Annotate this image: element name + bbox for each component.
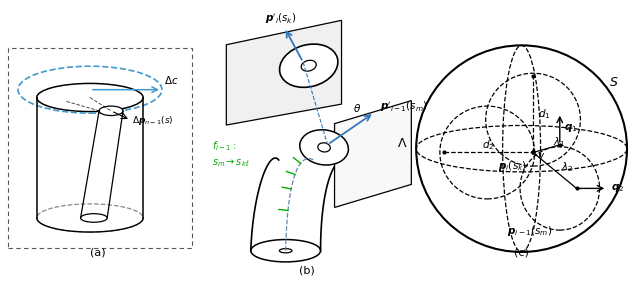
Text: $s_m \to s_{k\ell}$: $s_m \to s_{k\ell}$	[212, 158, 250, 169]
Ellipse shape	[280, 44, 338, 87]
Polygon shape	[227, 20, 342, 125]
Text: (c): (c)	[514, 248, 529, 258]
Text: (a): (a)	[90, 248, 106, 258]
Text: $S$: $S$	[609, 76, 619, 89]
Text: $\Delta c$: $\Delta c$	[164, 74, 179, 86]
Polygon shape	[335, 101, 412, 207]
Text: $\Delta \boldsymbol{p}_{n-1}(s)$: $\Delta \boldsymbol{p}_{n-1}(s)$	[132, 114, 174, 127]
Text: $\Lambda$: $\Lambda$	[397, 138, 408, 150]
Text: $\boldsymbol{q}_1$: $\boldsymbol{q}_1$	[564, 122, 578, 134]
Text: $\lambda_2$: $\lambda_2$	[561, 160, 573, 174]
Text: $d_1$: $d_1$	[538, 107, 551, 121]
Text: $\theta$: $\theta$	[353, 102, 362, 114]
Ellipse shape	[36, 84, 143, 112]
Text: $f_{i-1}:$: $f_{i-1}:$	[212, 140, 237, 153]
Text: $d_2$: $d_2$	[482, 138, 495, 152]
Text: $\boldsymbol{p}'_{i-1}(s_m)$: $\boldsymbol{p}'_{i-1}(s_m)$	[380, 99, 428, 114]
Ellipse shape	[99, 106, 123, 116]
Text: $\boldsymbol{q}_2$: $\boldsymbol{q}_2$	[611, 182, 625, 194]
Text: $v$: $v$	[537, 151, 545, 161]
Text: $\boldsymbol{p}_{i-1}(s_m)$: $\boldsymbol{p}_{i-1}(s_m)$	[506, 224, 552, 238]
Ellipse shape	[300, 130, 348, 165]
Ellipse shape	[301, 60, 316, 71]
Text: $\lambda_1$: $\lambda_1$	[552, 135, 565, 149]
Text: (b): (b)	[299, 266, 314, 276]
Text: $\boldsymbol{p}_i(s_k)$: $\boldsymbol{p}_i(s_k)$	[498, 159, 527, 173]
Text: $\boldsymbol{p}'_i(s_k)$: $\boldsymbol{p}'_i(s_k)$	[265, 12, 296, 26]
